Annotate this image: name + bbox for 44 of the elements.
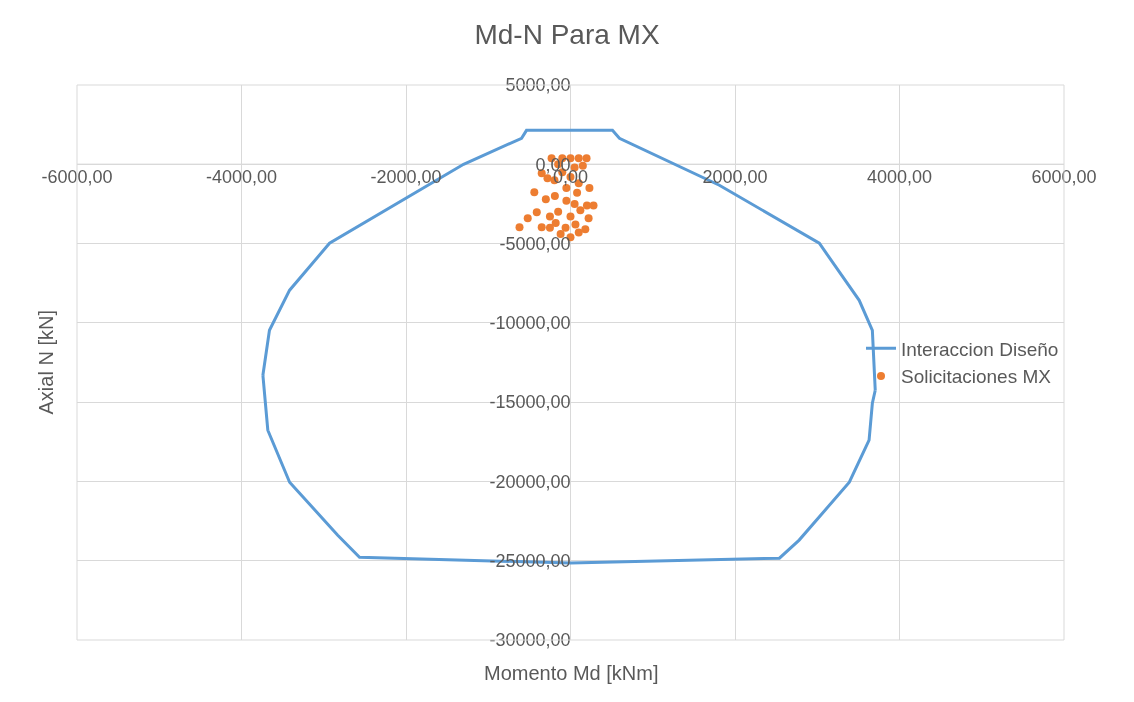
point [589, 201, 598, 210]
point [532, 208, 541, 217]
x-tick-label: -6000,00 [41, 167, 113, 188]
point [554, 207, 563, 216]
point [543, 174, 552, 183]
point [566, 212, 575, 221]
point [585, 184, 594, 193]
point [530, 188, 539, 197]
point [551, 218, 560, 227]
x-tick-label: -2000,00 [370, 167, 442, 188]
point [550, 192, 559, 200]
y-axis-title: Axial N [kN] [34, 310, 57, 415]
x-tick-label: 4000,00 [866, 167, 933, 188]
point [574, 154, 583, 163]
chart-title: Md-N Para MX [474, 19, 660, 51]
x-tick-label: 2000,00 [702, 167, 768, 188]
y-tick-label: -20000,00 [489, 471, 571, 492]
y-tick-label: -15000,00 [489, 392, 571, 413]
y-tick-label: 5000,00 [505, 75, 571, 96]
point [584, 214, 593, 223]
point [571, 220, 580, 229]
point [581, 225, 590, 234]
x-axis-title: Momento Md [kNm] [484, 662, 659, 684]
point [576, 206, 585, 215]
point [562, 196, 571, 205]
y-tick-label: -5000,00 [499, 233, 571, 254]
point [515, 223, 524, 232]
x-tick-label: -4000,00 [205, 167, 278, 188]
y-tick-label: -10000,00 [489, 313, 571, 334]
legend-label: Interaccion Diseño [901, 338, 1059, 360]
point [541, 195, 550, 204]
point [523, 214, 532, 223]
point [573, 188, 582, 197]
y-tick-label: -30000,00 [489, 630, 571, 651]
point [582, 201, 591, 210]
x-tick-label: 6000,00 [1031, 167, 1097, 188]
point [574, 228, 583, 237]
point [570, 199, 579, 208]
point [537, 223, 546, 232]
point [545, 212, 554, 221]
point [545, 223, 554, 232]
legend-label: Solicitaciones MX [901, 366, 1052, 388]
point [582, 154, 591, 163]
point [561, 223, 570, 232]
